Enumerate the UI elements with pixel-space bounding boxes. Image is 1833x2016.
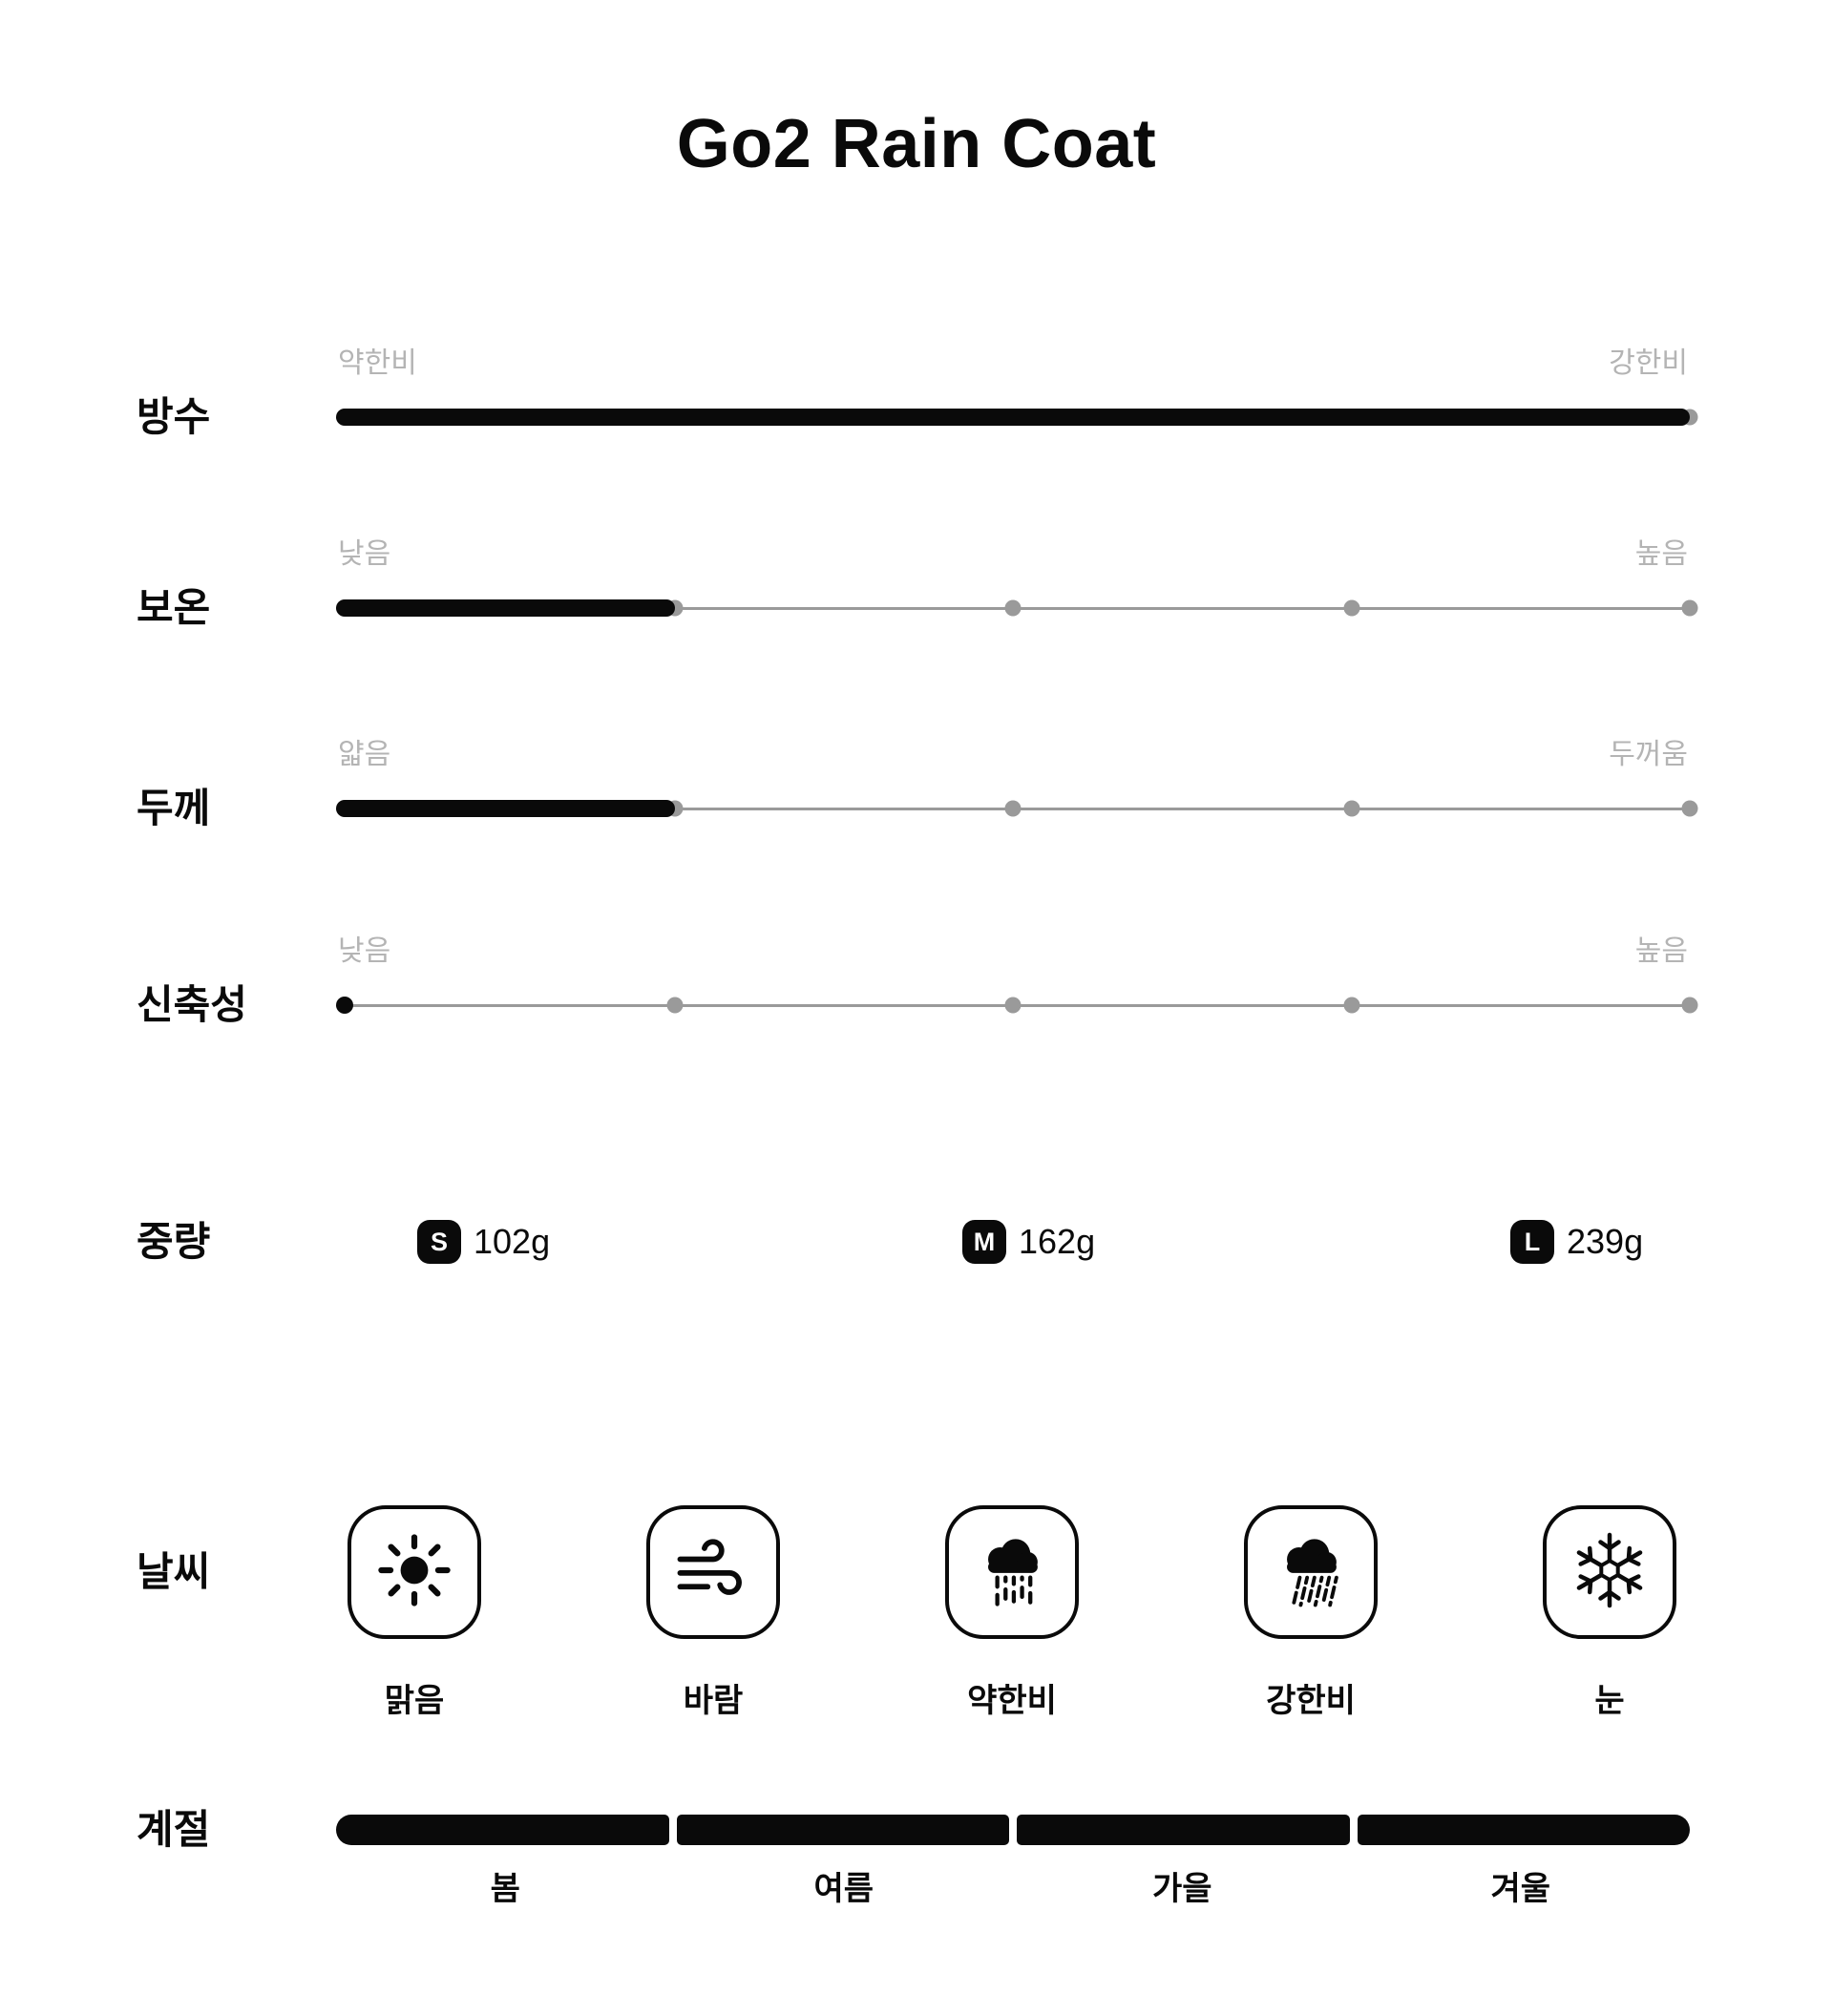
track-dot xyxy=(1004,997,1022,1014)
rating-max-label: 높음 xyxy=(1634,538,1688,570)
rating-max-label: 강한비 xyxy=(1609,347,1688,379)
rating-max-label: 두꺼움 xyxy=(1609,739,1688,770)
rating-bar-waterproof: 약한비 강한비 xyxy=(336,349,1698,426)
weight-value-l: 239g xyxy=(1567,1222,1644,1261)
rating-bar-stretch: 낮음 높음 xyxy=(336,937,1698,1014)
weather-section-label: 날씨 xyxy=(137,1549,211,1594)
season-caption-summer: 여름 xyxy=(813,1871,874,1907)
rating-min-label: 얇음 xyxy=(338,739,391,770)
rating-label-waterproof: 방수 xyxy=(137,394,211,439)
weather-box-sunny xyxy=(348,1505,481,1639)
season-segment-autumn xyxy=(1017,1815,1350,1845)
weather-box-heavy-rain xyxy=(1244,1505,1378,1639)
rating-fill xyxy=(336,997,353,1014)
light-rain-icon xyxy=(966,1524,1058,1621)
weight-item-m: M 162g xyxy=(962,1220,1095,1264)
track-dot xyxy=(1343,800,1359,817)
weather-caption-wind: 바람 xyxy=(683,1683,744,1719)
weather-box-wind xyxy=(646,1505,780,1639)
track-dot xyxy=(1004,800,1022,817)
season-bar xyxy=(336,1815,1690,1845)
wind-icon xyxy=(667,1524,759,1621)
track-dot xyxy=(1681,800,1698,817)
weight-item-l: L 239g xyxy=(1510,1220,1643,1264)
season-caption-autumn: 가을 xyxy=(1151,1871,1212,1907)
snowflake-icon xyxy=(1562,1522,1657,1623)
weather-caption-sunny: 맑음 xyxy=(384,1683,445,1719)
rating-label-thickness: 두께 xyxy=(137,786,211,830)
page-title: Go2 Rain Coat xyxy=(676,106,1157,182)
weather-caption-snow: 눈 xyxy=(1594,1683,1625,1719)
rating-max-label: 높음 xyxy=(1634,935,1688,967)
rating-min-label: 약한비 xyxy=(338,347,417,379)
rating-label-warmth: 보온 xyxy=(137,585,211,630)
size-badge-s: S xyxy=(417,1220,461,1264)
track-dot xyxy=(666,997,683,1014)
rating-label-stretch: 신축성 xyxy=(137,982,247,1027)
track-dot xyxy=(1681,599,1698,617)
rating-bar-thickness: 얇음 두꺼움 xyxy=(336,741,1698,817)
weather-caption-heavy-rain: 강한비 xyxy=(1266,1683,1356,1719)
season-caption-winter: 겨울 xyxy=(1490,1871,1551,1907)
season-segment-spring xyxy=(336,1815,669,1845)
track-dot xyxy=(1343,997,1359,1014)
weather-box-snow xyxy=(1543,1505,1676,1639)
track-dot xyxy=(1004,599,1022,617)
track-dot xyxy=(1681,997,1698,1014)
rating-min-label: 낮음 xyxy=(338,935,391,967)
season-segment-summer xyxy=(676,1815,1009,1845)
rating-fill xyxy=(336,800,675,817)
weight-item-s: S 102g xyxy=(417,1220,550,1264)
rating-bar-warmth: 낮음 높음 xyxy=(336,540,1698,617)
track-dot xyxy=(1343,599,1359,617)
rating-fill xyxy=(336,409,1690,426)
weather-caption-light-rain: 약한비 xyxy=(967,1683,1057,1719)
weight-value-s: 102g xyxy=(474,1222,551,1261)
weight-section-label: 중량 xyxy=(137,1219,211,1264)
season-section-label: 계절 xyxy=(137,1807,211,1852)
season-captions: 봄 여름 가을 겨울 xyxy=(336,1873,1690,1905)
weight-value-m: 162g xyxy=(1019,1222,1096,1261)
sun-icon xyxy=(369,1524,460,1621)
season-caption-spring: 봄 xyxy=(490,1871,520,1907)
size-badge-l: L xyxy=(1510,1220,1554,1264)
season-segment-winter xyxy=(1357,1815,1690,1845)
rating-fill xyxy=(336,599,675,617)
heavy-rain-icon xyxy=(1265,1524,1357,1621)
size-badge-m: M xyxy=(962,1220,1006,1264)
rating-min-label: 낮음 xyxy=(338,538,391,570)
weather-box-light-rain xyxy=(945,1505,1079,1639)
